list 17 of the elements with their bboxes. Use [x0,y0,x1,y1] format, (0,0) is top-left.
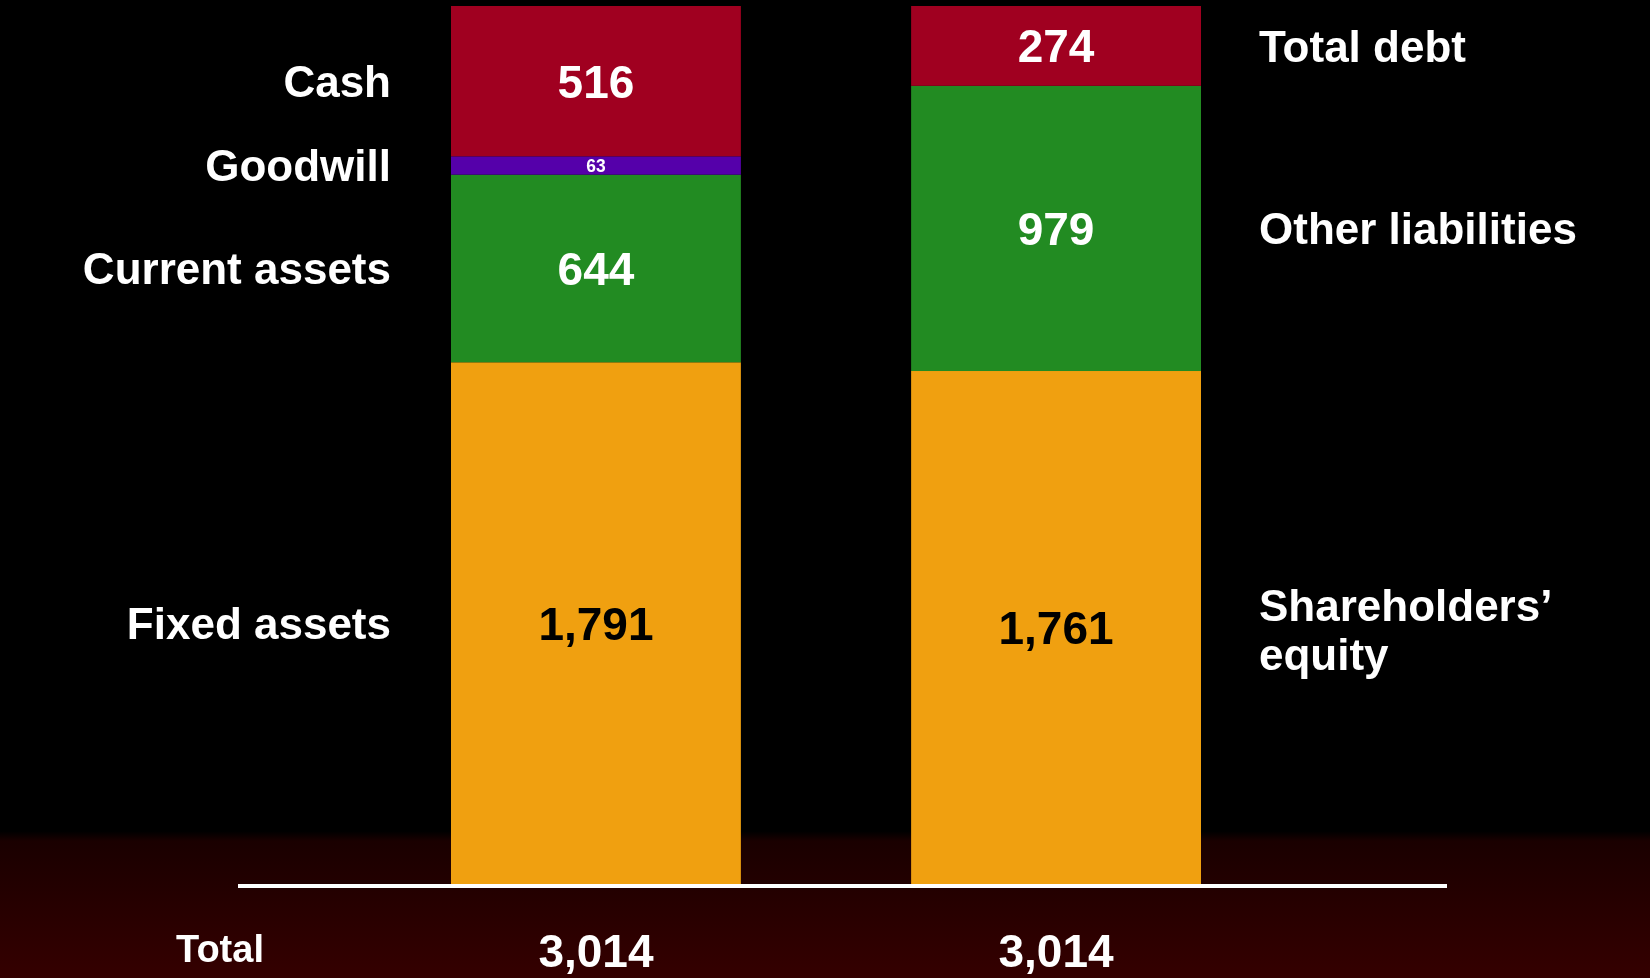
data-label: 1,791 [538,597,654,650]
data-label: 274 [1017,20,1095,73]
data-label: 63 [586,155,606,176]
data-label: 516 [557,55,635,108]
series-label: Goodwill [205,141,391,191]
series-label: Current assets [82,244,391,294]
data-label: 644 [557,243,635,296]
total-label: 3,014 [538,924,654,977]
total-label: 3,014 [998,924,1115,977]
series-label: Shareholders’ equity [1259,581,1553,679]
series-label: Other liabilities [1259,204,1577,254]
series-label: Total debt [1259,21,1467,71]
series-label: Cash [283,57,391,106]
series-label: Fixed assets [126,598,391,648]
data-label: 979 [1017,202,1095,255]
data-label: 1,761 [998,602,1114,655]
text: Total [176,927,264,970]
